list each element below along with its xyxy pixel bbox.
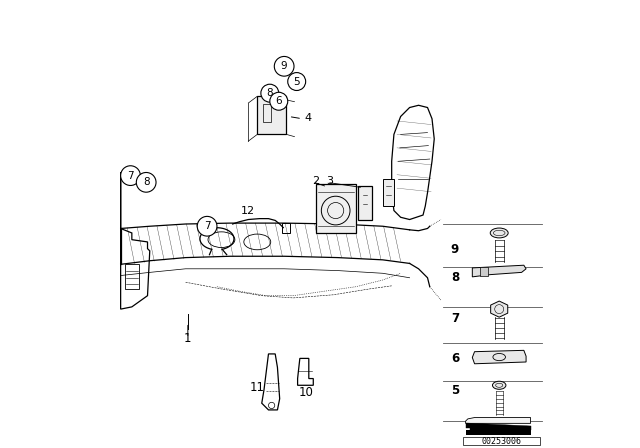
Bar: [282, 223, 290, 233]
Bar: [383, 179, 394, 206]
Bar: [463, 437, 540, 445]
Text: 8: 8: [266, 88, 273, 98]
Text: 8: 8: [451, 271, 459, 284]
Circle shape: [121, 166, 140, 185]
Polygon shape: [466, 423, 531, 430]
Circle shape: [261, 84, 279, 102]
Text: 12: 12: [241, 207, 255, 216]
Bar: [262, 104, 271, 122]
Circle shape: [270, 92, 288, 110]
Text: 9: 9: [451, 243, 459, 257]
Text: 6: 6: [275, 96, 282, 106]
Circle shape: [197, 216, 217, 236]
Bar: [466, 430, 531, 435]
Bar: [316, 184, 356, 233]
Circle shape: [288, 73, 306, 90]
Circle shape: [136, 172, 156, 192]
Text: 7: 7: [451, 311, 459, 325]
Text: 11: 11: [250, 381, 265, 394]
Text: 00253006: 00253006: [481, 437, 522, 446]
Polygon shape: [466, 418, 531, 423]
Bar: [257, 96, 287, 134]
Bar: [125, 264, 139, 289]
Polygon shape: [472, 350, 526, 364]
Polygon shape: [491, 301, 508, 317]
Text: 7: 7: [127, 171, 134, 181]
Text: 10: 10: [298, 386, 313, 400]
Text: 7: 7: [204, 221, 211, 231]
Text: 2: 2: [312, 176, 319, 185]
Text: 5: 5: [451, 384, 459, 397]
Text: 3: 3: [326, 176, 333, 185]
Text: 5: 5: [293, 77, 300, 86]
Bar: [358, 186, 371, 220]
Text: 6: 6: [451, 352, 459, 365]
Text: 1: 1: [184, 332, 191, 345]
Ellipse shape: [490, 228, 508, 238]
Bar: [481, 267, 488, 276]
Text: 9: 9: [281, 61, 287, 71]
Polygon shape: [472, 265, 526, 277]
Circle shape: [275, 56, 294, 76]
Ellipse shape: [493, 381, 506, 389]
Text: 8: 8: [143, 177, 150, 187]
Text: 4: 4: [305, 113, 312, 123]
